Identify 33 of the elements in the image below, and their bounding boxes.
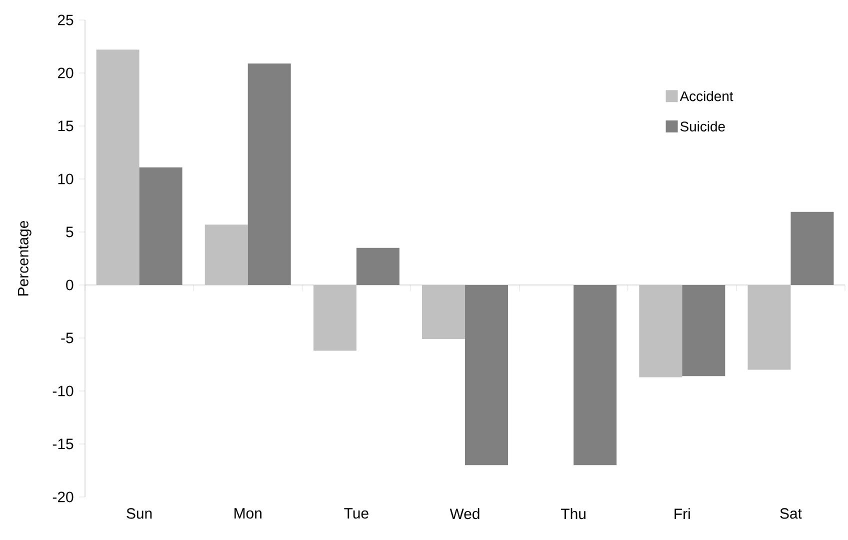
y-tick-label: 20 [58, 68, 74, 78]
bar [639, 284, 682, 378]
y-tick-label: 5 [66, 226, 74, 238]
bar [748, 284, 791, 370]
y-tick-label: -20 [52, 492, 74, 502]
x-tick-label: Wed [450, 508, 480, 520]
bar [313, 284, 356, 351]
y-tick-label: -15 [52, 438, 74, 450]
legend-label: Suicide [680, 121, 725, 132]
y-tick-label: 10 [58, 174, 74, 184]
bar [465, 284, 508, 466]
x-tick-label: Sun [126, 508, 152, 519]
y-tick-label: 15 [58, 120, 74, 132]
x-tick-label: Sat [780, 508, 802, 519]
bar [96, 50, 140, 285]
bar [204, 224, 248, 285]
x-tick-label: Tue [344, 508, 368, 519]
bar [574, 284, 617, 466]
x-tick-label: Mon [234, 508, 262, 519]
bar [790, 212, 834, 285]
y-tick-label: 0 [66, 280, 74, 290]
y-tick-label: 25 [58, 14, 74, 26]
y-tick-label: -10 [52, 386, 74, 396]
bar [682, 284, 726, 376]
bar [248, 63, 291, 285]
y-axis-title: Percentage [18, 220, 32, 296]
x-tick-label: Thu [561, 508, 586, 520]
legend-label: Accident [680, 90, 734, 102]
bar [356, 248, 400, 285]
bar [139, 167, 182, 285]
y-tick-label: -5 [61, 332, 74, 344]
bar [422, 284, 466, 340]
x-tick-label: Fri [674, 508, 690, 519]
